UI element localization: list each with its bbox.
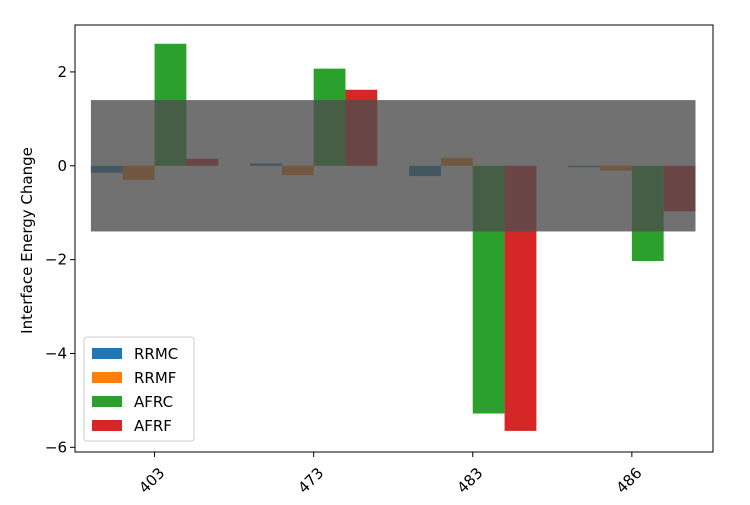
x-tick-label: 473 [294, 464, 327, 497]
legend-swatch-afrf [92, 420, 122, 431]
y-tick-label: −2 [45, 251, 67, 269]
legend: RRMC RRMF AFRC AFRF [83, 336, 195, 442]
y-tick-label: 0 [57, 157, 67, 175]
legend-swatch-rrmc [92, 348, 122, 359]
y-tick-label: −4 [45, 344, 67, 362]
x-axis: 403 473 483 486 [135, 452, 646, 497]
y-axis-title: Interface Energy Change [18, 147, 36, 334]
legend-label-afrf: AFRF [134, 417, 172, 435]
x-tick-label: 486 [613, 464, 646, 497]
legend-label-rrmc: RRMC [134, 345, 178, 363]
legend-swatch-rrmf [92, 372, 122, 383]
legend-label-rrmf: RRMF [134, 369, 176, 387]
y-axis: −6 −4 −2 0 2 [45, 63, 75, 456]
plot-frame [74, 24, 714, 453]
shaded-band-layer [90, 100, 696, 232]
legend-box [83, 336, 195, 442]
shaded-band [90, 100, 696, 232]
x-tick-label: 403 [135, 464, 168, 497]
legend-label-afrc: AFRC [134, 393, 173, 411]
y-tick-label: −6 [45, 438, 67, 456]
legend-swatch-afrc [92, 396, 122, 407]
y-tick-label: 2 [57, 63, 67, 81]
x-tick-label: 483 [454, 464, 487, 497]
